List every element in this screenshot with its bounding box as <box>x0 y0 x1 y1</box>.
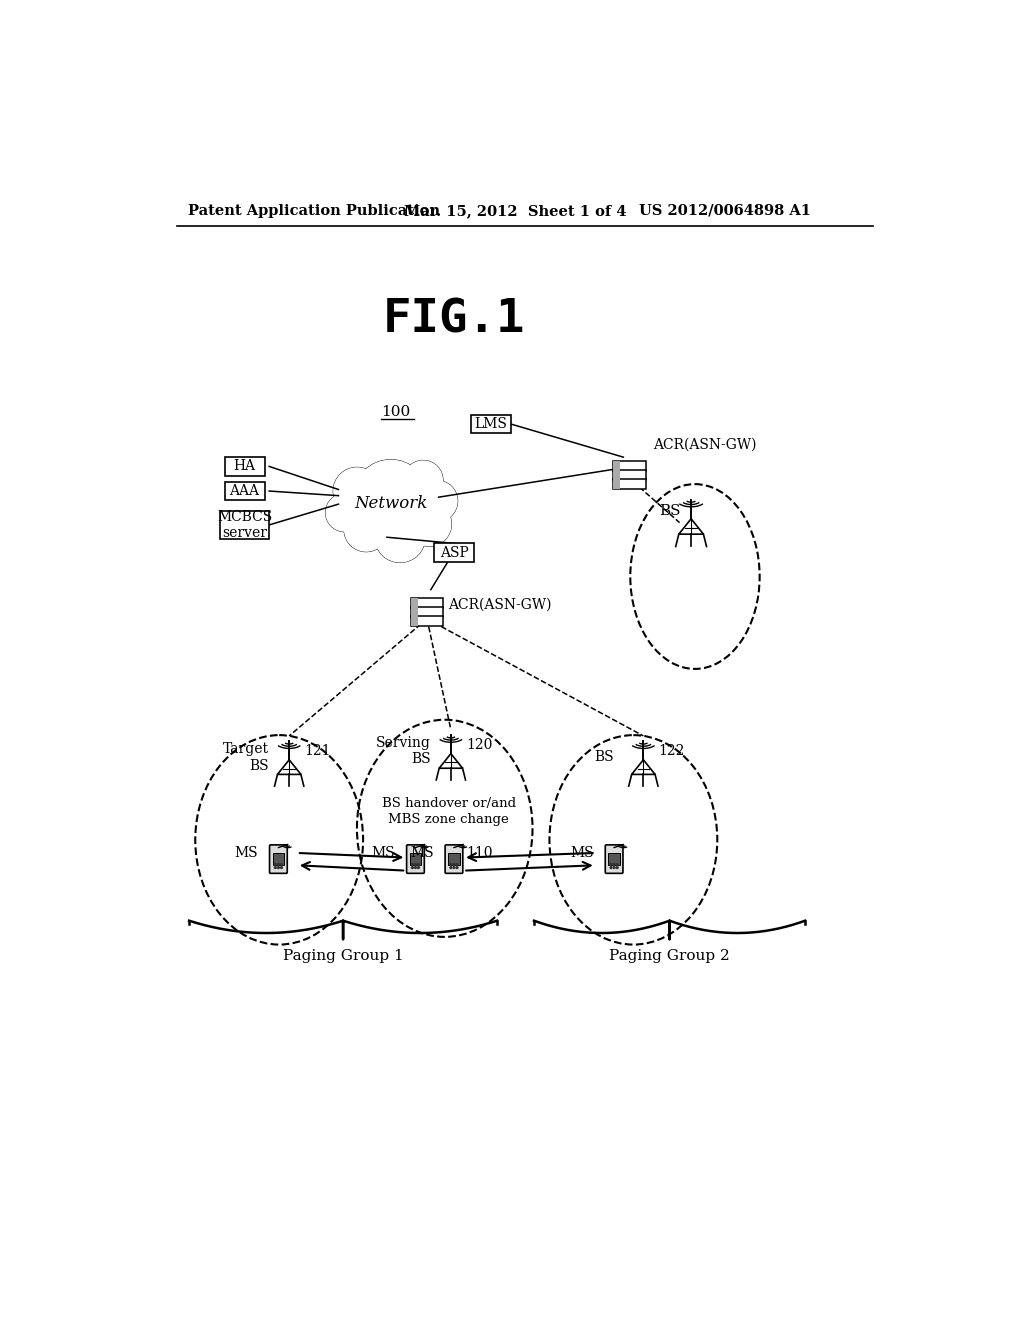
FancyBboxPatch shape <box>449 853 460 866</box>
FancyBboxPatch shape <box>269 845 288 874</box>
Circle shape <box>412 863 414 866</box>
Text: Serving
BS: Serving BS <box>376 737 431 767</box>
Circle shape <box>403 461 442 499</box>
Text: Mar. 15, 2012  Sheet 1 of 4: Mar. 15, 2012 Sheet 1 of 4 <box>403 203 627 218</box>
Circle shape <box>418 863 420 866</box>
Circle shape <box>610 863 612 866</box>
Circle shape <box>354 461 428 535</box>
Text: 122: 122 <box>658 744 685 758</box>
Circle shape <box>278 867 280 869</box>
FancyBboxPatch shape <box>608 853 620 866</box>
FancyBboxPatch shape <box>613 462 646 471</box>
Circle shape <box>326 494 364 531</box>
FancyBboxPatch shape <box>224 482 264 500</box>
FancyBboxPatch shape <box>445 845 463 874</box>
FancyBboxPatch shape <box>411 616 418 627</box>
Circle shape <box>456 863 458 866</box>
Text: BS: BS <box>595 751 614 764</box>
Circle shape <box>616 863 618 866</box>
Circle shape <box>376 512 425 562</box>
FancyBboxPatch shape <box>224 457 264 475</box>
Text: MCBCS
server: MCBCS server <box>217 510 272 540</box>
Text: MS: MS <box>234 846 258 859</box>
Text: MS: MS <box>411 846 434 859</box>
Text: Patent Application Publication: Patent Application Publication <box>188 203 440 218</box>
Circle shape <box>418 867 420 869</box>
Circle shape <box>408 503 451 545</box>
FancyBboxPatch shape <box>471 414 511 433</box>
Circle shape <box>334 469 380 515</box>
Circle shape <box>281 863 283 866</box>
Circle shape <box>345 508 388 552</box>
Circle shape <box>326 494 364 531</box>
Text: MS: MS <box>570 846 594 859</box>
FancyBboxPatch shape <box>613 479 621 490</box>
Circle shape <box>613 863 615 866</box>
Circle shape <box>453 867 455 869</box>
Circle shape <box>345 508 388 552</box>
Circle shape <box>417 480 457 521</box>
Circle shape <box>613 867 615 869</box>
Circle shape <box>354 461 428 535</box>
Text: HA: HA <box>233 459 256 474</box>
Circle shape <box>610 867 612 869</box>
FancyBboxPatch shape <box>411 607 443 618</box>
FancyBboxPatch shape <box>411 616 443 627</box>
Circle shape <box>274 863 276 866</box>
Text: ACR(ASN-GW): ACR(ASN-GW) <box>652 438 756 451</box>
Text: Paging Group 1: Paging Group 1 <box>283 949 403 964</box>
Text: LMS: LMS <box>474 417 507 432</box>
Circle shape <box>408 503 451 545</box>
Text: Paging Group 2: Paging Group 2 <box>609 949 730 964</box>
Text: AAA: AAA <box>229 484 259 498</box>
Text: Target
BS: Target BS <box>223 742 269 772</box>
Circle shape <box>274 867 276 869</box>
FancyBboxPatch shape <box>411 598 418 609</box>
FancyBboxPatch shape <box>220 511 269 539</box>
FancyBboxPatch shape <box>411 607 418 618</box>
Text: FIG.1: FIG.1 <box>383 297 525 343</box>
Circle shape <box>281 867 283 869</box>
FancyBboxPatch shape <box>613 479 646 490</box>
Text: MS: MS <box>372 846 395 859</box>
Circle shape <box>403 461 442 499</box>
FancyBboxPatch shape <box>434 544 474 562</box>
Circle shape <box>412 867 414 869</box>
FancyBboxPatch shape <box>613 470 621 480</box>
Circle shape <box>334 469 380 515</box>
Text: ASP: ASP <box>439 545 468 560</box>
Text: ACR(ASN-GW): ACR(ASN-GW) <box>449 598 552 612</box>
Circle shape <box>453 863 455 866</box>
Circle shape <box>376 512 425 562</box>
Circle shape <box>456 867 458 869</box>
Text: US 2012/0064898 A1: US 2012/0064898 A1 <box>639 203 811 218</box>
Circle shape <box>450 863 452 866</box>
Circle shape <box>616 867 618 869</box>
Text: 100: 100 <box>382 405 411 420</box>
Circle shape <box>450 867 452 869</box>
Circle shape <box>415 867 417 869</box>
Text: 110: 110 <box>466 846 493 859</box>
Text: BS handover or/and
MBS zone change: BS handover or/and MBS zone change <box>382 797 516 825</box>
Text: 120: 120 <box>466 738 493 752</box>
FancyBboxPatch shape <box>605 845 623 874</box>
Circle shape <box>278 863 280 866</box>
FancyBboxPatch shape <box>272 853 285 866</box>
Text: Network: Network <box>354 495 427 512</box>
FancyBboxPatch shape <box>411 598 443 609</box>
Text: 121: 121 <box>304 744 331 758</box>
Circle shape <box>415 863 417 866</box>
Text: BS: BS <box>658 504 680 517</box>
FancyBboxPatch shape <box>613 462 621 471</box>
FancyBboxPatch shape <box>613 470 646 480</box>
FancyBboxPatch shape <box>410 853 421 866</box>
Circle shape <box>417 480 457 521</box>
FancyBboxPatch shape <box>407 845 424 874</box>
